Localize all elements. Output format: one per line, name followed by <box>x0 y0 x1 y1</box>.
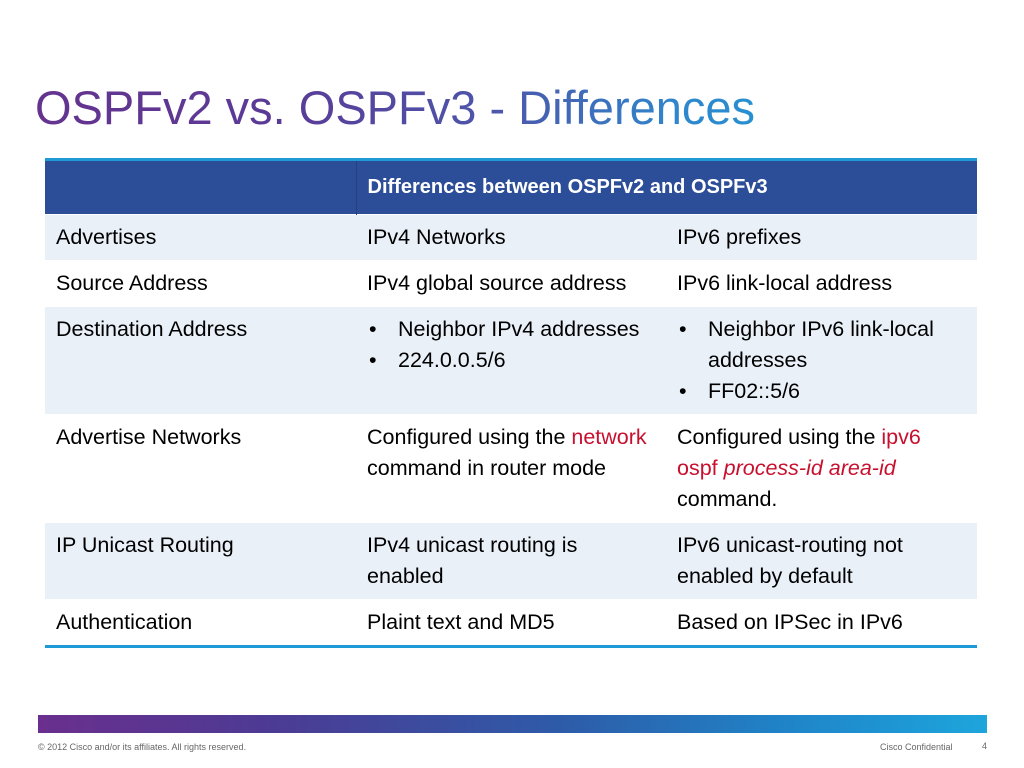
list-item: FF02::5/6 <box>677 376 966 407</box>
table-row-authentication: Authentication Plaint text and MD5 Based… <box>45 599 978 648</box>
comparison-table: Differences between OSPFv2 and OSPFv3 Ad… <box>45 158 978 648</box>
ospfv3-destination-list: Neighbor IPv6 link-local addresses FF02:… <box>677 314 966 407</box>
text-segment: Configured using the <box>677 425 882 449</box>
ospfv2-cell: IPv4 Networks <box>356 214 666 261</box>
table-row-advertises: Advertises IPv4 Networks IPv6 prefixes <box>45 214 978 261</box>
table-row-source-address: Source Address IPv4 global source addres… <box>45 260 978 307</box>
ospfv2-cell: Plaint text and MD5 <box>356 599 666 648</box>
row-label: Destination Address <box>45 306 356 415</box>
list-item: Neighbor IPv4 addresses <box>367 314 655 345</box>
ospfv2-destination-list: Neighbor IPv4 addresses 224.0.0.5/6 <box>367 314 655 376</box>
ospfv3-cell: Neighbor IPv6 link-local addresses FF02:… <box>666 306 978 415</box>
list-item: Neighbor IPv6 link-local addresses <box>677 314 966 376</box>
table-row-ip-unicast-routing: IP Unicast Routing IPv4 unicast routing … <box>45 522 978 600</box>
table-row-destination-address: Destination Address Neighbor IPv4 addres… <box>45 306 978 415</box>
footer-confidential: Cisco Confidential <box>880 742 953 752</box>
text-segment: command. <box>677 487 778 511</box>
row-label: Advertises <box>45 214 356 261</box>
footer-copyright: © 2012 Cisco and/or its affiliates. All … <box>38 742 247 752</box>
table-header-row: Differences between OSPFv2 and OSPFv3 <box>45 159 978 215</box>
ospfv2-cell: Neighbor IPv4 addresses 224.0.0.5/6 <box>356 306 666 415</box>
ospfv2-cell: IPv4 unicast routing is enabled <box>356 522 666 600</box>
command-keyword: network <box>571 425 647 449</box>
table-row-advertise-networks: Advertise Networks Configured using the … <box>45 414 978 523</box>
ospfv3-cell: IPv6 link-local address <box>666 260 978 307</box>
row-label: Source Address <box>45 260 356 307</box>
ospfv3-cell: Based on IPSec in IPv6 <box>666 599 978 648</box>
row-label: Advertise Networks <box>45 414 356 523</box>
header-blank-cell <box>45 159 357 215</box>
footer-gradient-bar <box>38 715 987 733</box>
list-item: 224.0.0.5/6 <box>367 345 655 376</box>
ospfv3-cell: IPv6 unicast-routing not enabled by defa… <box>666 522 978 600</box>
header-title-cell: Differences between OSPFv2 and OSPFv3 <box>367 176 768 198</box>
ospfv3-cell: IPv6 prefixes <box>666 214 978 261</box>
command-arguments: process-id area-id <box>723 456 896 480</box>
command-keyword: ipv6 ospf <box>677 425 921 480</box>
page-number: 4 <box>982 741 988 751</box>
row-label: Authentication <box>45 599 356 648</box>
ospfv2-cell: Configured using the network command in … <box>356 414 666 523</box>
text-segment: command in router mode <box>367 456 606 480</box>
text-segment: Configured using the <box>367 425 572 449</box>
row-label: IP Unicast Routing <box>45 522 356 600</box>
ospfv2-cell: IPv4 global source address <box>356 260 666 307</box>
slide-title: OSPFv2 vs. OSPFv3 - Differences <box>35 78 755 138</box>
ospfv3-cell: Configured using the ipv6 ospf process-i… <box>666 414 978 523</box>
comparison-table-container: Differences between OSPFv2 and OSPFv3 Ad… <box>45 158 978 648</box>
